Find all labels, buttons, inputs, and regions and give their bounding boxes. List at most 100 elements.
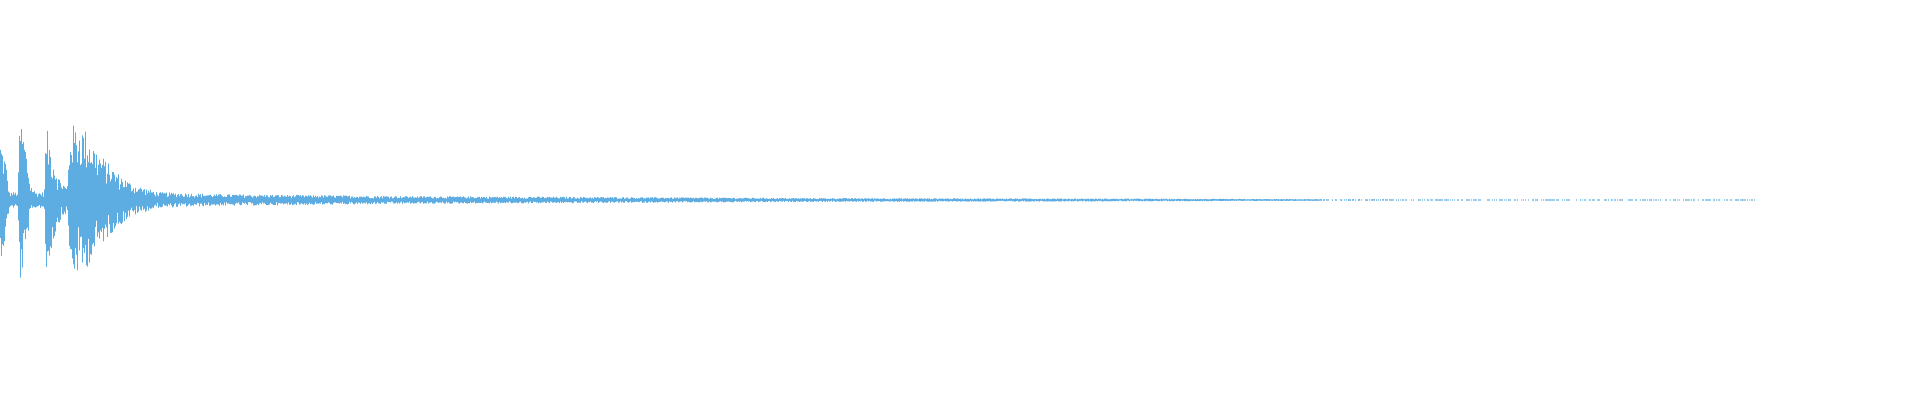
waveform-sample [248, 195, 249, 203]
waveform-sample [218, 194, 219, 205]
waveform-sample [1101, 199, 1102, 202]
waveform-sample [1252, 199, 1253, 201]
waveform-sample [628, 198, 629, 203]
waveform-sample [456, 197, 457, 203]
waveform-sample [678, 198, 679, 203]
waveform-sample [25, 152, 26, 240]
waveform-sample [269, 197, 270, 205]
waveform-sample [1615, 199, 1616, 201]
waveform-sample [504, 196, 505, 203]
waveform-sample [370, 198, 371, 205]
waveform-sample [518, 197, 519, 203]
waveform-sample [926, 198, 927, 202]
waveform-sample [328, 195, 329, 203]
waveform-sample [722, 198, 723, 202]
waveform-sample [992, 198, 993, 202]
waveform-sample [903, 198, 904, 202]
waveform-sample [494, 197, 495, 204]
waveform-sample [634, 197, 635, 203]
waveform-sample [663, 197, 664, 202]
waveform-sample [512, 197, 513, 204]
waveform-sample [96, 154, 97, 221]
waveform-sample [123, 187, 124, 212]
waveform-sample [1254, 199, 1255, 202]
waveform-sample [956, 198, 957, 202]
waveform-sample [357, 196, 358, 204]
waveform-sample [1374, 199, 1375, 201]
waveform-sample [1009, 198, 1010, 201]
waveform-sample [751, 198, 752, 202]
waveform-sample [638, 198, 639, 203]
waveform-sample [879, 199, 880, 201]
waveform-sample [985, 198, 986, 202]
waveform-sample [314, 197, 315, 205]
waveform-sample [828, 198, 829, 201]
waveform-sample [173, 193, 174, 207]
waveform-sample [1754, 199, 1755, 201]
waveform-sample [176, 197, 177, 207]
waveform-sample [712, 198, 713, 202]
waveform-sample [637, 198, 638, 202]
waveform-sample [135, 187, 136, 215]
waveform-sample [121, 178, 122, 224]
waveform-sample [114, 174, 115, 229]
waveform-sample [1462, 199, 1463, 201]
waveform-sample [744, 197, 745, 202]
waveform-sample [1069, 198, 1070, 201]
waveform-sample [649, 198, 650, 202]
waveform-sample [559, 198, 560, 204]
waveform-sample [661, 197, 662, 202]
waveform-sample [1552, 199, 1553, 201]
waveform-sample [525, 198, 526, 203]
waveform-sample [770, 198, 771, 203]
waveform-sample [801, 198, 802, 202]
waveform-sample [1709, 199, 1710, 201]
waveform-sample [897, 198, 898, 202]
waveform-sample [134, 193, 135, 210]
waveform-sample [244, 197, 245, 204]
waveform-sample [665, 198, 666, 203]
waveform-sample [115, 181, 116, 227]
waveform-sample [707, 197, 708, 203]
waveform-sample [8, 191, 9, 214]
waveform-sample [131, 191, 132, 208]
waveform-sample [143, 190, 144, 210]
waveform-sample [277, 195, 278, 206]
waveform-sample [858, 198, 859, 202]
waveform-sample [806, 198, 807, 202]
waveform-sample [1127, 198, 1128, 201]
waveform-sample [718, 198, 719, 202]
waveform-sample [705, 197, 706, 202]
waveform-sample [1134, 198, 1135, 201]
waveform-sample [798, 198, 799, 202]
waveform-sample [281, 195, 282, 204]
waveform-sample [771, 198, 772, 202]
waveform-sample [279, 197, 280, 203]
waveform-sample [446, 198, 447, 202]
waveform-sample [280, 197, 281, 204]
waveform-sample [976, 199, 977, 202]
waveform-sample [764, 198, 765, 202]
waveform-sample [1215, 199, 1216, 201]
waveform-sample [1608, 199, 1609, 201]
waveform-sample [226, 196, 227, 203]
waveform-sample [50, 157, 51, 247]
waveform-sample [861, 198, 862, 201]
waveform-sample [672, 198, 673, 203]
waveform-sample [607, 197, 608, 203]
waveform-sample [761, 198, 762, 201]
waveform-sample [502, 197, 503, 203]
waveform-sample [555, 197, 556, 203]
waveform-sample [1605, 199, 1606, 201]
waveform-sample [939, 198, 940, 201]
waveform-sample [1617, 199, 1618, 201]
waveform-sample [1584, 199, 1585, 201]
waveform-sample [778, 199, 779, 202]
waveform-sample [587, 198, 588, 204]
waveform-sample [1223, 198, 1224, 201]
waveform-sample [224, 196, 225, 203]
waveform-sample [614, 197, 615, 203]
waveform-sample [311, 196, 312, 204]
waveform-sample [386, 196, 387, 204]
